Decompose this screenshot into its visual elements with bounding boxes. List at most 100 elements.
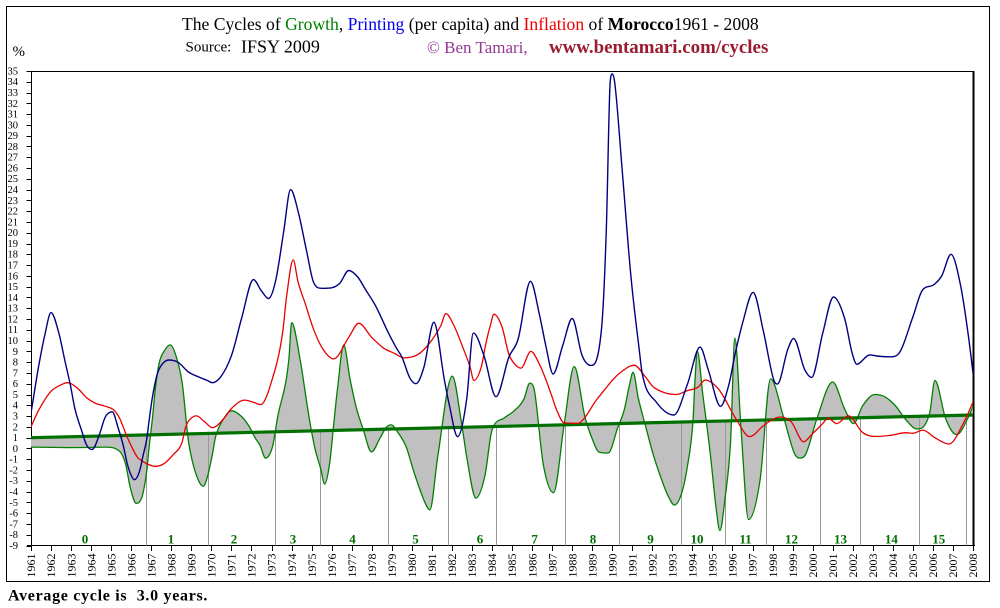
svg-text:12: 12 <box>8 314 19 325</box>
svg-text:2005: 2005 <box>906 554 920 578</box>
svg-text:1979: 1979 <box>385 554 399 578</box>
svg-text:1995: 1995 <box>706 554 720 578</box>
svg-text:28: 28 <box>8 142 19 153</box>
svg-text:1: 1 <box>13 433 18 444</box>
svg-text:2002: 2002 <box>846 554 860 578</box>
svg-text:1966: 1966 <box>124 554 138 578</box>
svg-text:20: 20 <box>8 228 19 239</box>
svg-text:24: 24 <box>8 185 19 196</box>
svg-text:11: 11 <box>739 532 751 547</box>
svg-text:1981: 1981 <box>425 554 439 578</box>
svg-text:22: 22 <box>8 207 19 218</box>
svg-text:1976: 1976 <box>325 554 339 578</box>
svg-text:3: 3 <box>290 532 297 547</box>
svg-text:19: 19 <box>8 239 19 250</box>
svg-text:5: 5 <box>13 390 18 401</box>
svg-text:1: 1 <box>168 532 175 547</box>
svg-text:1977: 1977 <box>345 554 359 578</box>
svg-text:-9: -9 <box>9 541 18 552</box>
svg-text:1975: 1975 <box>305 554 319 578</box>
svg-text:© Ben Tamari,: © Ben Tamari, <box>427 38 528 57</box>
svg-text:1996: 1996 <box>726 554 740 578</box>
svg-text:1967: 1967 <box>144 554 158 578</box>
svg-text:2006: 2006 <box>926 554 940 578</box>
svg-text:2004: 2004 <box>886 554 900 578</box>
svg-text:8: 8 <box>13 358 18 369</box>
svg-text:The Cycles of Growth, Printing: The Cycles of Growth, Printing (per capi… <box>182 14 759 34</box>
svg-text:1987: 1987 <box>545 554 559 578</box>
svg-text:IFSY 2009: IFSY 2009 <box>241 37 320 57</box>
svg-text:21: 21 <box>8 217 19 228</box>
svg-text:%: % <box>13 44 26 60</box>
svg-text:3: 3 <box>13 411 18 422</box>
svg-text:9: 9 <box>13 347 18 358</box>
svg-text:1991: 1991 <box>625 554 639 578</box>
svg-text:11: 11 <box>8 325 18 336</box>
svg-text:1994: 1994 <box>686 554 700 578</box>
svg-text:Source:: Source: <box>186 40 232 56</box>
svg-text:12: 12 <box>785 532 798 547</box>
svg-text:1997: 1997 <box>746 554 760 578</box>
svg-text:1985: 1985 <box>505 554 519 578</box>
svg-text:2007: 2007 <box>946 554 960 578</box>
svg-text:27: 27 <box>8 153 19 164</box>
svg-text:5: 5 <box>412 532 419 547</box>
svg-text:1978: 1978 <box>365 554 379 578</box>
svg-text:1982: 1982 <box>445 554 459 578</box>
svg-text:-2: -2 <box>9 465 18 476</box>
svg-text:0: 0 <box>13 444 18 455</box>
svg-text:1993: 1993 <box>666 554 680 578</box>
svg-text:32: 32 <box>8 99 19 110</box>
svg-text:1998: 1998 <box>766 554 780 578</box>
svg-text:2: 2 <box>13 422 18 433</box>
svg-text:1970: 1970 <box>205 554 219 578</box>
svg-text:1971: 1971 <box>225 554 239 578</box>
svg-text:33: 33 <box>8 88 19 99</box>
svg-text:4: 4 <box>349 532 356 547</box>
svg-text:www.bentamari.com/cycles: www.bentamari.com/cycles <box>549 37 768 58</box>
svg-text:1986: 1986 <box>525 554 539 578</box>
svg-text:14: 14 <box>8 293 19 304</box>
svg-text:1980: 1980 <box>405 554 419 578</box>
svg-text:25: 25 <box>8 174 19 185</box>
svg-text:1969: 1969 <box>185 554 199 578</box>
svg-text:2008: 2008 <box>966 554 980 578</box>
svg-text:-3: -3 <box>9 476 18 487</box>
svg-text:2003: 2003 <box>866 554 880 578</box>
svg-text:14: 14 <box>885 532 899 547</box>
svg-text:-7: -7 <box>9 519 18 530</box>
svg-text:2000: 2000 <box>806 554 820 578</box>
svg-text:1962: 1962 <box>44 554 58 578</box>
svg-text:-1: -1 <box>9 455 18 466</box>
svg-text:35: 35 <box>8 66 19 77</box>
svg-text:2: 2 <box>231 532 238 547</box>
svg-text:26: 26 <box>8 163 19 174</box>
svg-text:15: 15 <box>8 282 19 293</box>
svg-text:-8: -8 <box>9 530 18 541</box>
svg-text:1968: 1968 <box>165 554 179 578</box>
svg-text:1990: 1990 <box>605 554 619 578</box>
svg-text:1983: 1983 <box>465 554 479 578</box>
svg-text:1963: 1963 <box>64 554 78 578</box>
svg-text:Average cycle is 3.0 years.: Average cycle is 3.0 years. <box>8 588 208 605</box>
svg-text:15: 15 <box>932 532 946 547</box>
svg-text:31: 31 <box>8 110 19 121</box>
svg-text:10: 10 <box>8 336 19 347</box>
svg-text:1984: 1984 <box>485 554 499 578</box>
svg-text:30: 30 <box>8 120 19 131</box>
svg-text:34: 34 <box>8 77 19 88</box>
svg-text:8: 8 <box>590 532 597 547</box>
svg-text:-4: -4 <box>9 487 18 498</box>
svg-text:10: 10 <box>691 532 704 547</box>
svg-text:4: 4 <box>13 401 19 412</box>
svg-text:-5: -5 <box>9 498 18 509</box>
svg-text:17: 17 <box>8 261 19 272</box>
svg-text:0: 0 <box>82 532 89 547</box>
svg-text:1992: 1992 <box>646 554 660 578</box>
svg-text:1973: 1973 <box>265 554 279 578</box>
svg-text:6: 6 <box>13 379 18 390</box>
svg-text:7: 7 <box>531 532 538 547</box>
svg-text:13: 13 <box>834 532 848 547</box>
svg-text:6: 6 <box>477 532 484 547</box>
svg-text:13: 13 <box>8 304 19 315</box>
